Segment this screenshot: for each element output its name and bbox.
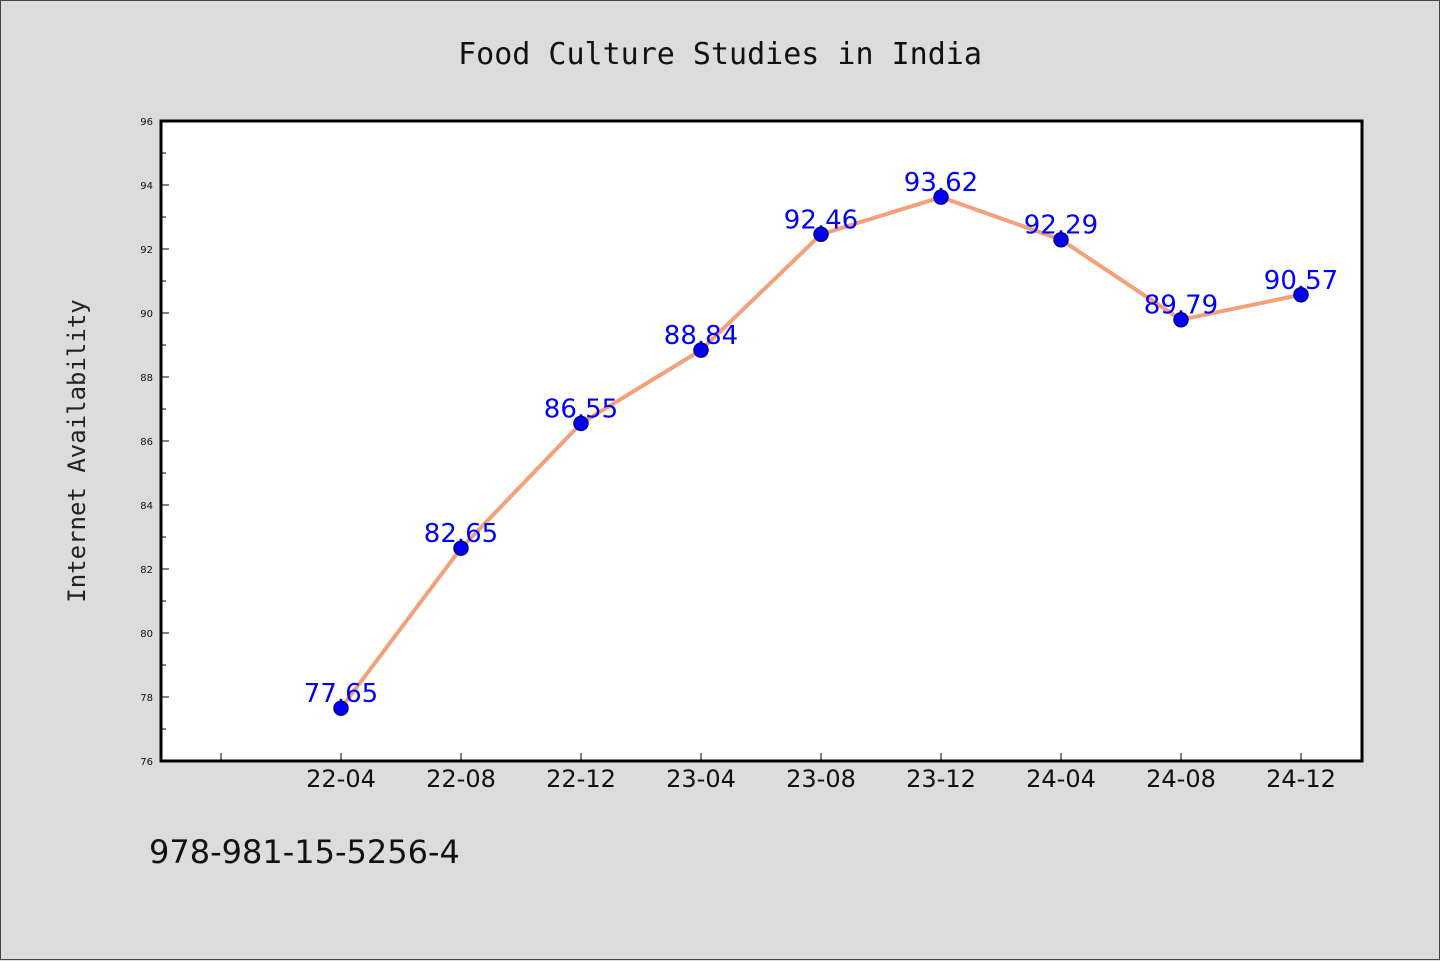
x-tick-label: 23-08	[786, 765, 856, 793]
data-point	[333, 700, 349, 716]
footer-code: 978-981-15-5256-4	[149, 833, 460, 871]
y-axis: 76 78 80 82 84 86 88 90 92 94 96	[140, 117, 169, 768]
data-point	[933, 189, 949, 205]
x-tick-label: 23-04	[666, 765, 736, 793]
y-tick-label: 84	[140, 501, 153, 512]
x-tick-label: 22-04	[306, 765, 376, 793]
x-tick-label: 23-12	[906, 765, 976, 793]
y-tick-label: 80	[140, 629, 153, 640]
y-tick-label: 96	[140, 117, 153, 128]
y-tick-label: 76	[140, 757, 153, 768]
x-tick-label: 22-08	[426, 765, 496, 793]
y-tick-label: 94	[140, 181, 153, 192]
series-line-chart: 77.6582.6586.5588.8492.4693.6292.2989.79…	[304, 168, 1338, 716]
x-tick-label: 24-04	[1026, 765, 1096, 793]
chart-title: Food Culture Studies in India	[458, 37, 982, 72]
data-point	[573, 415, 589, 432]
y-tick-label: 92	[140, 245, 153, 256]
x-tick-label: 24-12	[1266, 765, 1336, 793]
data-point	[1053, 231, 1069, 248]
plot-area	[159, 119, 1364, 763]
x-tick-label: 22-12	[546, 765, 616, 793]
data-point	[1293, 287, 1309, 303]
data-point	[453, 540, 469, 556]
x-tick-label: 24-08	[1146, 765, 1216, 793]
y-tick-label: 86	[140, 437, 153, 448]
y-axis-label: Internet Availability	[63, 299, 91, 602]
y-tick-label: 88	[140, 373, 153, 384]
y-tick-label: 78	[140, 693, 153, 704]
y-tick-label: 90	[140, 309, 153, 320]
data-point	[693, 342, 709, 358]
y-tick-label: 82	[140, 565, 153, 576]
x-axis: 22-04 22-08 22-12 23-04 23-08 23-12 24-04 24-08…	[220, 753, 1336, 793]
data-point	[813, 226, 829, 243]
data-point	[1173, 311, 1189, 328]
